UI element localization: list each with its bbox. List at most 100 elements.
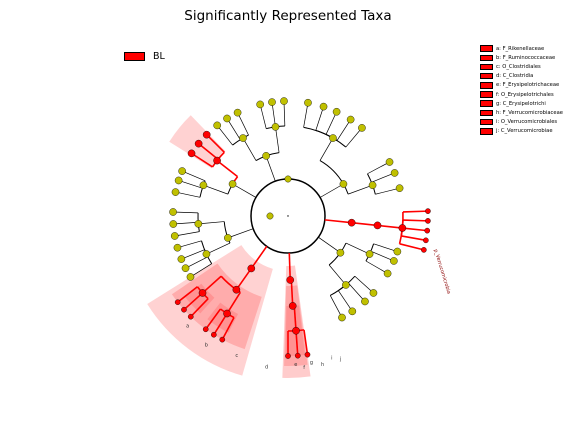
branch (174, 231, 200, 237)
enriched-branch (202, 275, 222, 294)
taxon-node (271, 123, 280, 131)
enriched-branch (290, 279, 294, 306)
taxon-node (395, 184, 404, 192)
enriched-node (286, 276, 295, 284)
clade-letter-label: b (205, 343, 208, 349)
branch (271, 102, 276, 127)
taxon-node (385, 158, 394, 166)
enriched-node (213, 156, 221, 165)
branch (319, 137, 334, 161)
enriched-branch (288, 252, 292, 280)
taxon-node (284, 175, 292, 183)
enriched-branch (351, 221, 378, 227)
key-swatch (480, 100, 493, 107)
taxon-node (173, 243, 182, 252)
enriched-node (425, 208, 431, 214)
enriched-node (232, 285, 241, 294)
key-swatch (480, 91, 493, 98)
branch (318, 236, 341, 253)
branch (370, 250, 394, 262)
taxon-node (228, 180, 237, 188)
taxon-node (170, 232, 179, 240)
key-item-h: h: F_Verrucomicrobiaceae (480, 108, 563, 117)
taxon-node (336, 248, 345, 257)
key-label: e: F_Erysipelotrichaceae (496, 82, 560, 89)
enriched-branch (402, 219, 428, 222)
taxon-node (268, 98, 276, 106)
enriched-node (247, 264, 256, 273)
group-legend: BL (124, 51, 165, 62)
taxon-node (266, 212, 274, 220)
branch (203, 184, 228, 195)
key-item-c: c: O_Clostridiales (480, 62, 563, 71)
branch (178, 180, 203, 189)
clade-letter-label: f (303, 365, 305, 371)
enriched-node (285, 353, 291, 359)
taxon-node (342, 281, 350, 289)
key-label: c: O_Clostridiales (496, 63, 541, 70)
taxon-node (393, 247, 402, 256)
taxon-node (365, 250, 374, 258)
branch (354, 275, 374, 294)
taxon-node (262, 152, 270, 160)
branch (185, 256, 208, 269)
enriched-branch (399, 243, 425, 251)
key-swatch (480, 82, 493, 89)
root-dot (287, 215, 289, 217)
enriched-node (187, 149, 196, 158)
branch (198, 221, 225, 225)
key-item-d: d: C_Clostridia (480, 72, 563, 81)
figure-title: Significantly Represented Taxa (184, 8, 392, 24)
key-label: d: C_Clostridia (496, 73, 534, 80)
key-swatch (480, 109, 493, 117)
enriched-branch (293, 305, 297, 331)
branch (367, 161, 390, 175)
enriched-node (424, 227, 431, 234)
branch (345, 242, 370, 255)
branch (227, 228, 254, 239)
branch (315, 106, 324, 131)
enriched-node (198, 289, 207, 297)
key-label: h: F_Verrucomicrobiaceae (496, 109, 563, 116)
branch (319, 183, 344, 198)
clade-shade-order-c (171, 263, 262, 350)
branch (275, 126, 280, 153)
enriched-node (223, 309, 231, 318)
branch (283, 101, 286, 127)
key-label: i: O_Verrucomicrobiales (496, 119, 558, 126)
key-swatch (480, 118, 493, 126)
enriched-node (347, 218, 356, 227)
branch (336, 119, 351, 141)
group-legend-swatch (124, 52, 145, 61)
enriched-node (425, 218, 431, 224)
taxon-node (186, 273, 195, 281)
taxon-node (332, 107, 341, 116)
branch (173, 211, 199, 214)
taxon-node (319, 102, 328, 111)
branch (182, 170, 206, 182)
enriched-node (421, 247, 427, 253)
branch (259, 104, 267, 129)
branch (232, 183, 257, 198)
key-item-b: b: F_Ruminococcaceae (480, 53, 563, 62)
enriched-node (194, 139, 203, 148)
taxon-node (339, 180, 348, 188)
taxon-node (338, 313, 346, 322)
enriched-node (174, 299, 181, 305)
enriched-node (187, 313, 194, 320)
enriched-branch (401, 235, 427, 242)
taxon-node (177, 255, 186, 263)
clade-letter-label: i (331, 355, 332, 361)
branch-arc (319, 160, 344, 185)
enriched-node (288, 302, 297, 310)
enriched-branch (235, 267, 252, 291)
key-label: j: C_Verrucomicrobiae (496, 128, 553, 135)
branch (265, 155, 276, 182)
enriched-branch (250, 245, 268, 269)
enriched-node (211, 331, 217, 338)
branch (190, 263, 212, 278)
key-item-e: e: F_Erysipelotrichaceae (480, 81, 563, 90)
enriched-node (292, 326, 300, 335)
enriched-branch (206, 134, 225, 153)
